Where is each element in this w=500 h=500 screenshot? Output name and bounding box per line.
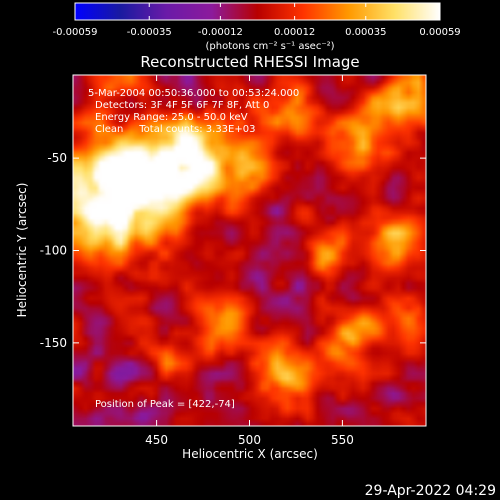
x-tick-label: 450 bbox=[145, 433, 168, 447]
plot-area: 450 500 550 -50 -100 -150 5-Mar-2004 00:50:3… bbox=[40, 74, 427, 447]
heatmap-image bbox=[73, 75, 426, 426]
annotation-clean: Clean Total counts: 3.33E+03 bbox=[95, 124, 255, 135]
colorbar-unit-label: (photons cm⁻² s⁻¹ asec⁻²) bbox=[205, 41, 334, 52]
x-tick-label: 500 bbox=[238, 433, 261, 447]
colorbar: -0.00059 -0.00035 -0.00012 0.00012 0.00035 0.… bbox=[53, 2, 461, 52]
annotation-detectors: Detectors: 3F 4F 5F 6F 7F 8F, Att 0 bbox=[95, 100, 269, 111]
y-tick-label: -50 bbox=[47, 151, 67, 165]
annotation-energy: Energy Range: 25.0 - 50.0 keV bbox=[95, 112, 248, 123]
annotation-peak: Position of Peak = [422,-74] bbox=[95, 399, 235, 410]
colorbar-tick-label: 0.00059 bbox=[419, 27, 460, 38]
colorbar-tick-label: 0.00035 bbox=[345, 27, 386, 38]
y-tick-label: -150 bbox=[40, 336, 67, 350]
x-axis-ticks: 450 500 550 bbox=[145, 75, 354, 447]
x-axis-label: Heliocentric X (arcsec) bbox=[182, 447, 318, 461]
y-axis-ticks: -50 -100 -150 bbox=[40, 151, 426, 350]
annotation-time: 5-Mar-2004 00:50:36.000 to 00:53:24.000 bbox=[88, 88, 299, 99]
colorbar-tick-label: -0.00035 bbox=[127, 27, 172, 38]
colorbar-tick-label: -0.00012 bbox=[198, 27, 243, 38]
footer-timestamp: 29-Apr-2022 04:29 bbox=[365, 483, 496, 499]
colorbar-tick-label: 0.00012 bbox=[274, 27, 315, 38]
y-axis-label: Heliocentric Y (arcsec) bbox=[15, 183, 29, 318]
colorbar-tick-label: -0.00059 bbox=[53, 27, 98, 38]
colorbar-ticks: -0.00059 -0.00035 -0.00012 0.00012 0.00035 0.… bbox=[53, 3, 461, 38]
colorbar-gradient bbox=[74, 2, 441, 21]
chart-title: Reconstructed RHESSI Image bbox=[140, 53, 359, 71]
x-tick-label: 550 bbox=[331, 433, 354, 447]
y-tick-label: -100 bbox=[40, 244, 67, 258]
